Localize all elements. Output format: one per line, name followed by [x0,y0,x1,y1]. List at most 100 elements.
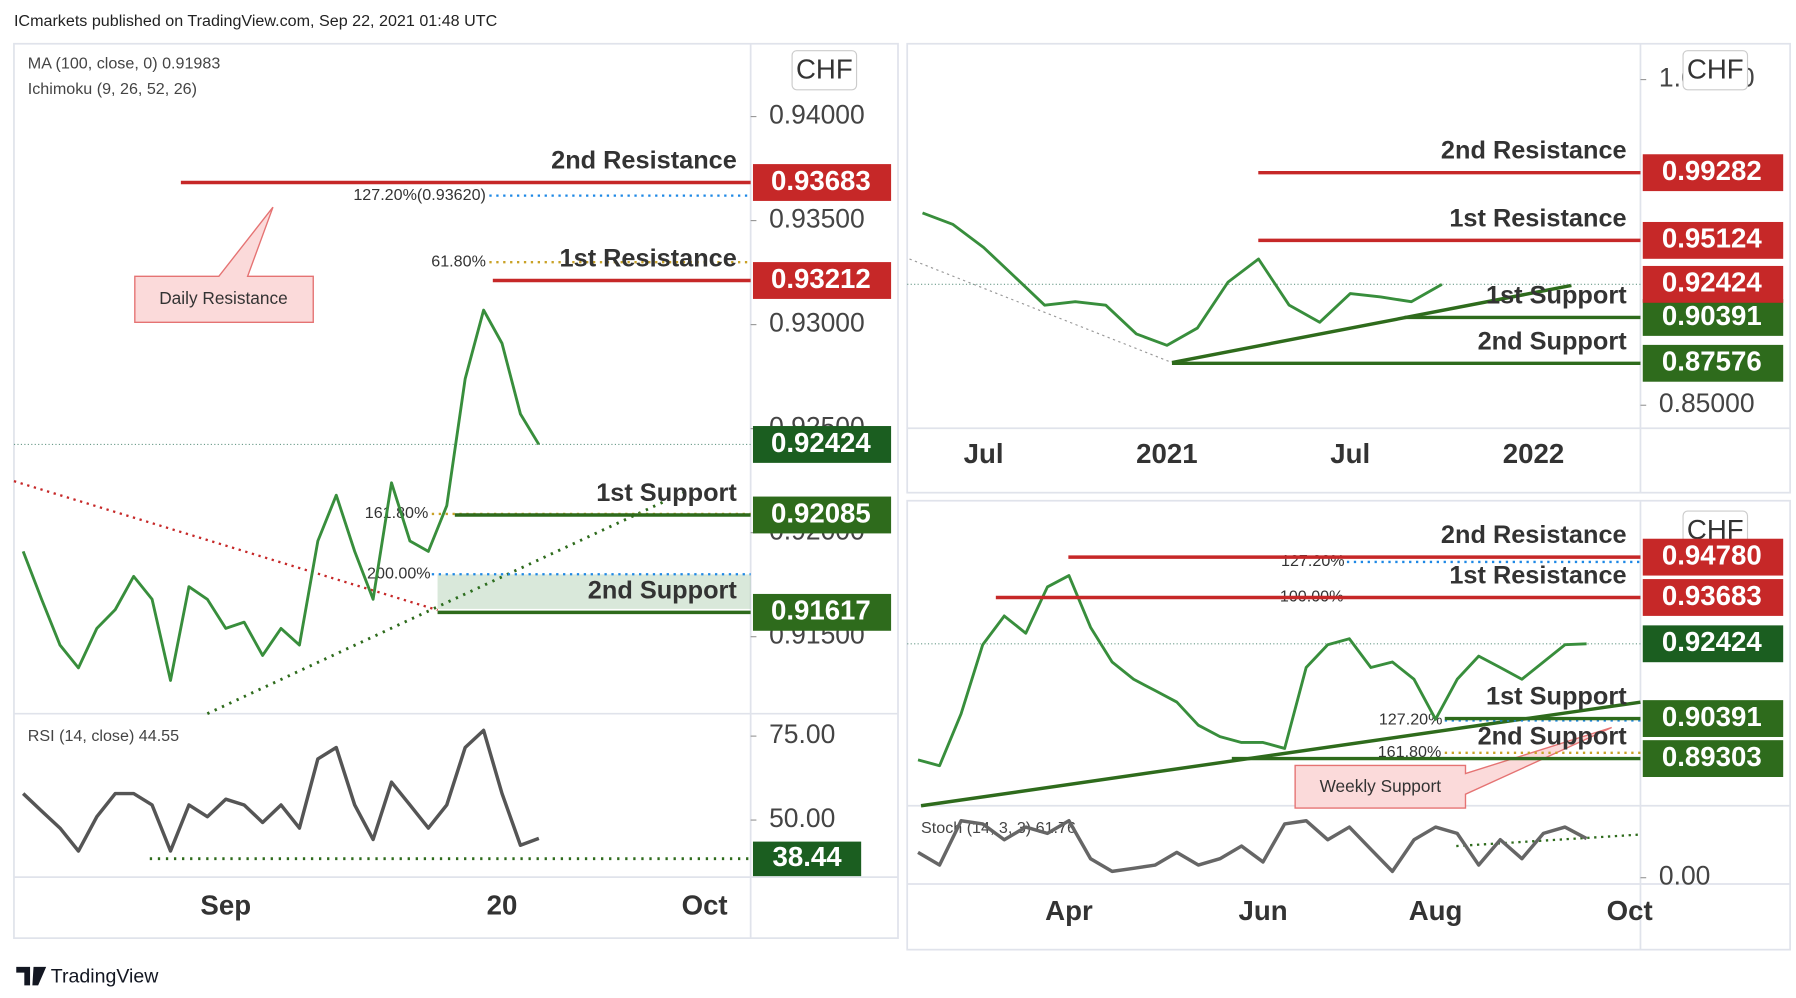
fib-label: 127.20% [1281,552,1345,570]
fib-label: 61.80% [431,252,486,270]
price-box [752,262,892,299]
frames [13,42,1791,951]
level-label: 2nd Resistance [1441,521,1627,549]
currency-label: CHF [796,54,853,85]
level-label: 1st Support [1486,683,1627,711]
price-box [752,496,892,534]
callout-weekly: Weekly Support [1294,726,1612,809]
level-label: 2nd Support [588,576,738,604]
price-box-label: 0.93212 [771,263,871,294]
y-tick-label: 0.00 [1659,861,1711,891]
level-label: 1st Resistance [560,244,737,272]
y-tick-label: 0.85000 [1659,388,1755,418]
panel-frame [906,499,1791,951]
indicator-box-label: 38.44 [773,841,843,872]
last-price-label: 0.92424 [1662,267,1762,298]
x-tick-label: Apr [1045,895,1093,926]
price-box [1642,299,1784,336]
y-tick-label: 75.00 [769,719,835,749]
x-tick-label: Oct [1607,895,1653,926]
x-tick-label: Aug [1409,895,1463,926]
level-label: 1st Support [1486,281,1627,309]
support-zone [437,574,751,609]
last-price-box [1642,625,1784,663]
level-label: 2nd Support [1478,327,1628,355]
footer: TradingView [16,965,159,987]
price-box-label: 0.91617 [771,595,871,626]
price-box [752,164,892,201]
callout-text: Daily Resistance [159,288,287,308]
price-box-label: 0.99282 [1662,155,1762,186]
price-box [1642,700,1784,737]
level-label: 1st Resistance [1449,204,1626,232]
fib-label: 161.80% [1378,743,1442,761]
indicator-box [752,841,862,877]
y-tick-label: 0.94000 [769,100,865,130]
x-tick-label: Jun [1239,895,1288,926]
callout-shape [1294,726,1612,809]
fib-label: 200.00% [367,565,431,583]
price-box-label: 0.90391 [1662,701,1762,732]
price-box-label: 0.90391 [1662,300,1762,331]
last-price-label: 0.92424 [771,427,871,458]
fib-label: 161.80% [365,504,429,522]
price-box [1642,221,1784,259]
indicator-line [21,728,540,853]
logo [16,966,47,986]
fib-label: 127.20% [1379,711,1443,729]
indicator-line [917,819,1588,874]
currency-label: CHF [1687,54,1744,85]
price-box-label: 0.95124 [1662,223,1762,254]
currency-box [1682,50,1749,91]
currency-box [791,50,858,91]
panel-frame [906,42,1791,494]
level-label: 2nd Resistance [551,146,737,174]
indicator-legend: MA (100, close, 0) 0.91983 [28,55,221,73]
x-tick-label: Oct [682,889,728,920]
callout-shape [134,206,314,323]
price-box-label: 0.87576 [1662,346,1762,377]
level-label: 2nd Resistance [1441,137,1627,165]
x-tick-label: Jul [964,438,1004,469]
level-label: 1st Resistance [1449,561,1626,589]
price-line [21,308,541,682]
level-label: 1st Support [596,479,737,507]
x-tick-label: 2021 [1136,438,1197,469]
y-tick-label: 50.00 [769,803,835,833]
price-box [1642,344,1784,382]
trend-lines [13,258,1641,861]
panel-frame [13,42,899,940]
price-box-label: 0.94780 [1662,539,1762,570]
price-box [1642,579,1784,616]
header-text: ICmarkets published on TradingView.com, … [14,12,498,30]
callout-daily: Daily Resistance [134,206,314,323]
y-tick-label: 0.93500 [769,204,865,234]
price-box [1642,740,1784,777]
trend-line [206,487,692,715]
last-price-box [1642,265,1784,303]
price-box-label: 0.93683 [1662,580,1762,611]
footer-brand: TradingView [51,965,159,987]
last-price-label: 0.92424 [1662,626,1762,657]
last-price-box [752,426,892,463]
price-box [1642,154,1784,192]
trend-line [13,480,438,612]
price-line [917,574,1587,768]
price-box [752,593,892,631]
price-box [1642,538,1784,576]
price-box-label: 0.92085 [771,497,871,528]
price-line [922,211,1443,347]
indicator-legend: Ichimoku (9, 26, 52, 26) [28,80,197,98]
trend-line [1456,833,1641,848]
trend-line [909,258,1173,364]
callout-text: Weekly Support [1320,776,1442,796]
x-tick-label: 2022 [1503,438,1564,469]
indicator-title: RSI (14, close) 44.55 [28,727,179,745]
x-tick-label: Jul [1330,438,1370,469]
price-box-label: 0.89303 [1662,741,1762,772]
price-box-label: 0.93683 [771,165,871,196]
y-tick-label: 0.93000 [769,308,865,338]
